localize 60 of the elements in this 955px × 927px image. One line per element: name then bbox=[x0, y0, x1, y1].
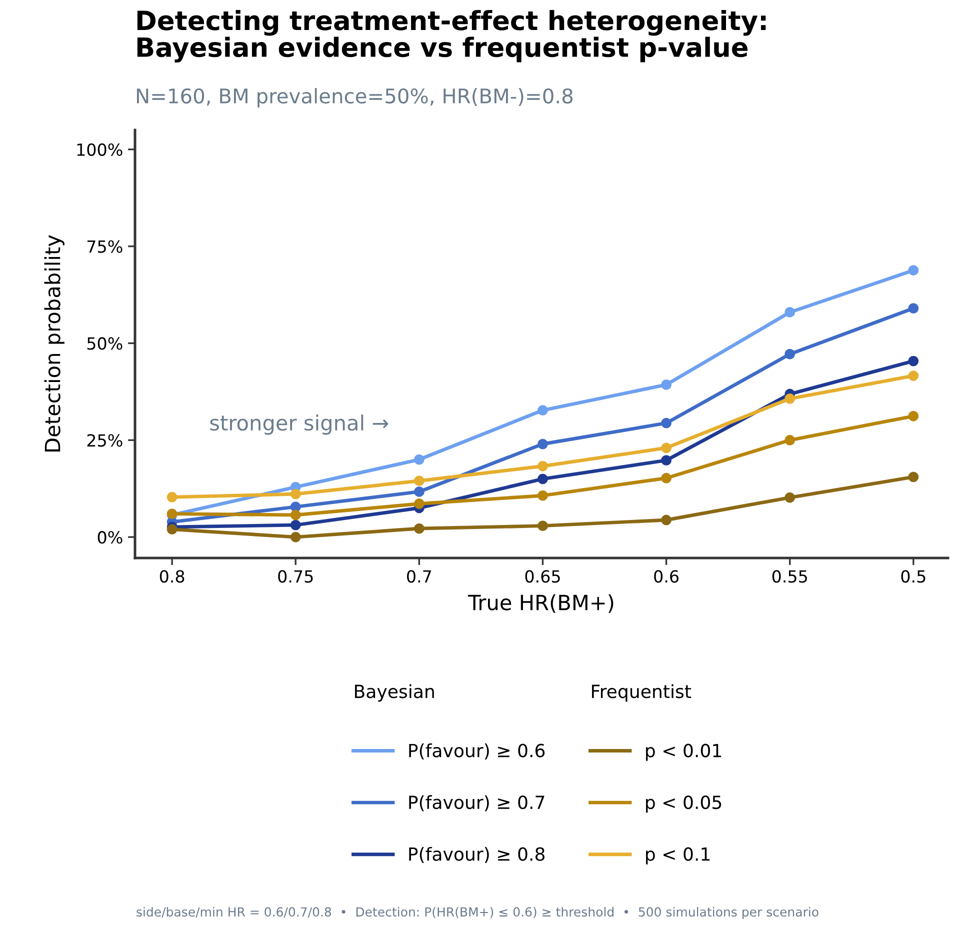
point bbox=[908, 265, 919, 276]
point bbox=[538, 520, 548, 532]
point bbox=[661, 455, 672, 466]
point bbox=[908, 410, 919, 422]
point bbox=[538, 438, 548, 450]
point bbox=[784, 434, 796, 446]
point bbox=[290, 532, 301, 542]
text: Bayesian bbox=[355, 684, 434, 702]
point bbox=[538, 460, 548, 472]
chart-title: Detecting treatment-effect heterogeneity: Bayesian evidence vs frequentist p-value bbox=[137, 10, 766, 62]
x-tick-label: 0.75 bbox=[278, 570, 313, 583]
annotation: stronger signal → bbox=[210, 414, 388, 435]
point bbox=[166, 492, 178, 502]
y-tick-label: 50% bbox=[87, 337, 122, 350]
y-tick-label: 25% bbox=[87, 434, 122, 447]
legend-label: P(favour) ≥ 0.6 bbox=[409, 743, 545, 760]
point bbox=[661, 380, 672, 390]
x-tick-label: 0.8 bbox=[160, 570, 184, 583]
point bbox=[661, 418, 672, 428]
point bbox=[538, 490, 548, 501]
legend-label: p < 0.1 bbox=[646, 847, 710, 864]
legend-label: p < 0.05 bbox=[646, 795, 722, 813]
point bbox=[784, 492, 796, 503]
point bbox=[538, 474, 548, 484]
point bbox=[414, 476, 424, 486]
x-tick-label: 0.55 bbox=[772, 570, 807, 583]
x-tick-label: 0.7 bbox=[407, 570, 432, 583]
point bbox=[908, 472, 919, 482]
point bbox=[538, 405, 548, 416]
point bbox=[414, 486, 424, 497]
point bbox=[908, 303, 919, 314]
point bbox=[784, 348, 796, 360]
chart-subtitle: N=160, BM prevalence=50%, HR(BM-)=0.8 bbox=[136, 88, 573, 108]
point bbox=[661, 442, 672, 454]
x-axis-title: True HR(BM+) bbox=[468, 594, 614, 613]
point bbox=[784, 307, 796, 318]
y-tick-label: 0% bbox=[98, 531, 122, 544]
y-axis-title: Detection probability bbox=[44, 235, 64, 452]
point bbox=[661, 514, 672, 526]
point bbox=[908, 356, 919, 366]
legend-label: P(favour) ≥ 0.7 bbox=[409, 795, 544, 812]
x-tick-label: 0.6 bbox=[654, 570, 678, 583]
legend-label: p < 0.01 bbox=[646, 744, 722, 761]
point bbox=[414, 523, 424, 534]
x-tick-label: 0.65 bbox=[525, 570, 560, 583]
point bbox=[290, 510, 301, 520]
point bbox=[784, 393, 796, 404]
point bbox=[290, 488, 301, 500]
point bbox=[414, 498, 424, 509]
text: Frequentist bbox=[592, 684, 692, 702]
point bbox=[166, 524, 178, 535]
point bbox=[290, 520, 301, 530]
point bbox=[908, 370, 919, 381]
point bbox=[414, 454, 424, 465]
text: side/base/min HR = 0.6/0.7/0.8 • Detection: P(HR(BM+) ≤ 0.6) ≥ threshold • 500 simulations per scenario bbox=[136, 906, 818, 920]
x-tick-label: 0.5 bbox=[901, 570, 926, 583]
y-tick-label: 100% bbox=[77, 143, 122, 156]
y-tick-label: 75% bbox=[88, 240, 122, 253]
point bbox=[661, 472, 672, 484]
legend-label: P(favour) ≥ 0.8 bbox=[409, 846, 544, 864]
